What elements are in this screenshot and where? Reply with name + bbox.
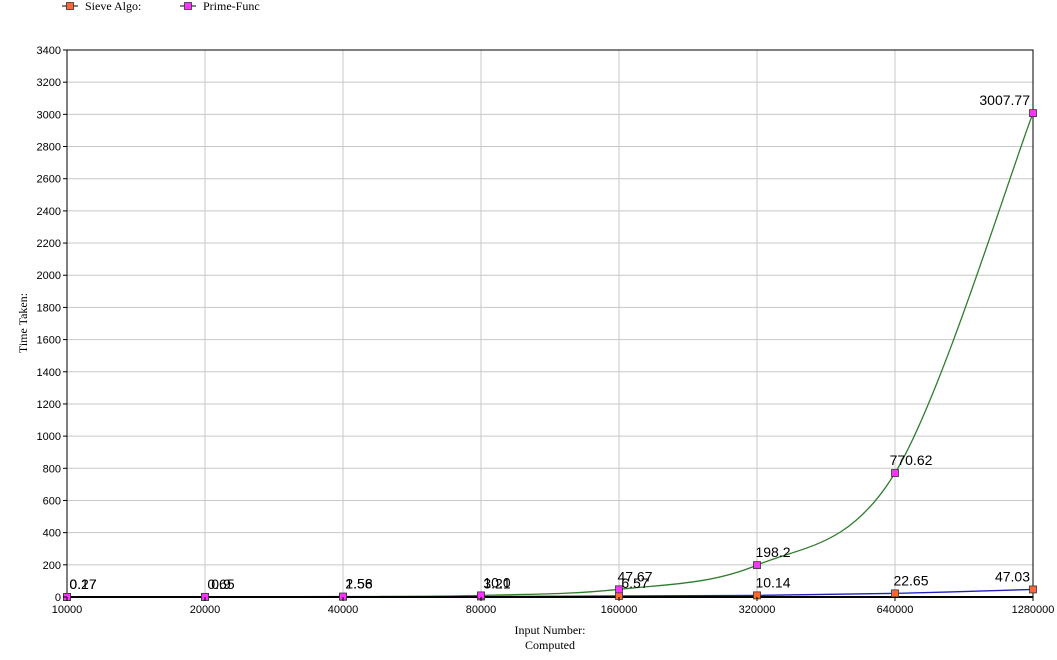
- y-tick-label-14: 2800: [37, 142, 61, 154]
- x-tick-label-4: 160000: [601, 604, 638, 616]
- y-tick-label-13: 2600: [37, 174, 61, 186]
- x-tick-label-3: 80000: [466, 604, 497, 616]
- plot-frame: [66, 49, 1034, 598]
- data-label-s0-2: 1.56: [345, 576, 372, 592]
- data-label-s1-5: 198.2: [755, 544, 790, 560]
- y-tick-label-16: 3200: [37, 77, 61, 89]
- marker-s1-5: [753, 561, 761, 570]
- y-tick-label-17: 3400: [37, 45, 61, 57]
- y-tick-label-0: 0: [55, 592, 61, 604]
- data-label-s0-4: 6.57: [621, 575, 648, 591]
- y-tick-label-12: 2400: [37, 206, 61, 218]
- data-label-s0-6: 22.65: [893, 572, 928, 588]
- y-tick-label-3: 600: [43, 495, 61, 507]
- legend-marker-0: [66, 2, 74, 10]
- y-tick-label-7: 1400: [37, 367, 61, 379]
- x-tick-labels: 10000 20000 40000 80000 160000 320000 640000 12…: [52, 597, 1055, 616]
- data-label-s1-3: 10.0: [483, 574, 510, 590]
- y-tick-label-6: 1200: [37, 399, 61, 411]
- marker-s0-7: [1029, 585, 1037, 594]
- x-tick-label-1: 20000: [190, 604, 221, 616]
- data-labels: 0.17 0.65 1.56 3.21 6.57 10.14 22.65 47.03 0.27 0…: [69, 92, 1030, 592]
- data-label-s0-3: 3.21: [483, 575, 510, 591]
- series-lines: [66, 112, 1034, 598]
- x-tick-label-5: 320000: [739, 604, 776, 616]
- legend-label-0: Sieve Algo:: [85, 0, 141, 13]
- x-tick-label-0: 10000: [52, 604, 83, 616]
- data-label-s1-4: 47.67: [617, 568, 652, 584]
- y-tick-label-8: 1600: [37, 335, 61, 347]
- y-tick-label-11: 2200: [37, 238, 61, 250]
- grid: [66, 49, 1034, 598]
- marker-s1-6: [891, 469, 899, 477]
- y-tick-label-2: 400: [43, 528, 61, 540]
- series-line-1: [66, 112, 1034, 598]
- legend-label-1: Prime-Func: [203, 0, 260, 13]
- marker-s1-4: [615, 585, 623, 594]
- marker-s0-6: [891, 589, 899, 598]
- y-tick-label-9: 1800: [37, 302, 61, 314]
- y-tick-labels: 0 200 400 600 800 1000 1200 1400 1600 1800 2000 220…: [37, 45, 67, 604]
- markers: [63, 109, 1037, 601]
- data-label-s1-1: 0.9: [211, 576, 231, 592]
- y-tick-label-10: 2000: [37, 270, 61, 282]
- y-tick-label-5: 1000: [37, 431, 61, 443]
- x-tick-label-2: 40000: [328, 604, 359, 616]
- data-label-s1-2: 2.58: [345, 576, 372, 592]
- data-label-s1-6: 770.62: [890, 452, 933, 468]
- axis-titles: Time Taken: Input Number: Computed: [16, 293, 586, 652]
- data-label-s0-5: 10.14: [755, 574, 790, 590]
- x-axis-title-line1: Input Number:: [515, 623, 586, 637]
- x-tick-label-7: 1280000: [1012, 604, 1055, 616]
- data-label-s0-7: 47.03: [995, 568, 1030, 584]
- axes: [66, 49, 1034, 598]
- data-label-s0-1: 0.65: [207, 576, 234, 592]
- y-axis-title: Time Taken:: [16, 293, 30, 353]
- y-tick-label-15: 3000: [37, 109, 61, 121]
- data-label-s1-0: 0.27: [69, 576, 96, 592]
- x-axis-title-line2: Computed: [525, 638, 575, 652]
- legend: Sieve Algo: Prime-Func: [62, 0, 260, 13]
- legend-marker-1: [184, 2, 192, 10]
- data-label-s1-7: 3007.77: [979, 92, 1030, 108]
- y-tick-label-1: 200: [43, 560, 61, 572]
- data-label-s0-0: 0.17: [69, 576, 96, 592]
- x-tick-label-6: 640000: [877, 604, 914, 616]
- marker-s1-7: [1029, 109, 1037, 118]
- y-tick-label-4: 800: [43, 463, 61, 475]
